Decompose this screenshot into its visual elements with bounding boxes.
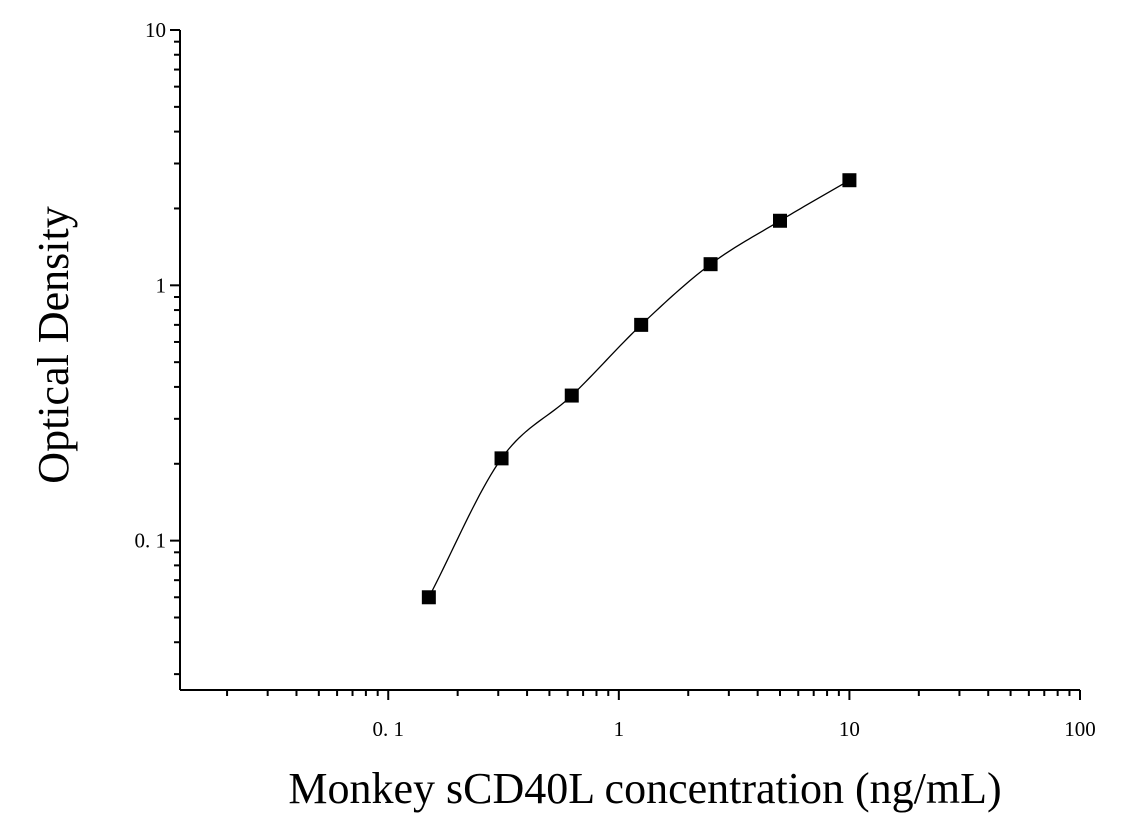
x-axis-title: Monkey sCD40L concentration (ng/mL) [288,764,1001,813]
y-tick-label: 0. 1 [135,529,167,553]
x-tick-label: 0. 1 [372,717,404,741]
fit-curve-group [428,179,850,598]
x-tick-label: 10 [839,717,860,741]
axes [170,29,1081,700]
y-axis-title: Optical Density [29,206,78,483]
data-point [421,590,436,605]
data-point [634,317,649,332]
data-point [703,257,718,272]
data-point [773,213,787,228]
data-point [494,451,509,466]
y-tick-label: 1 [156,273,167,297]
x-tick-label: 1 [614,717,625,741]
x-tick-label: 100 [1064,717,1096,741]
data-point [842,173,857,188]
tick-labels: 0. 1 1 10 100 0. 1 1 10 [135,18,1096,741]
y-tick-label: 10 [145,18,166,42]
data-points [421,173,857,605]
fit-curve [428,179,850,598]
data-point [564,388,579,403]
